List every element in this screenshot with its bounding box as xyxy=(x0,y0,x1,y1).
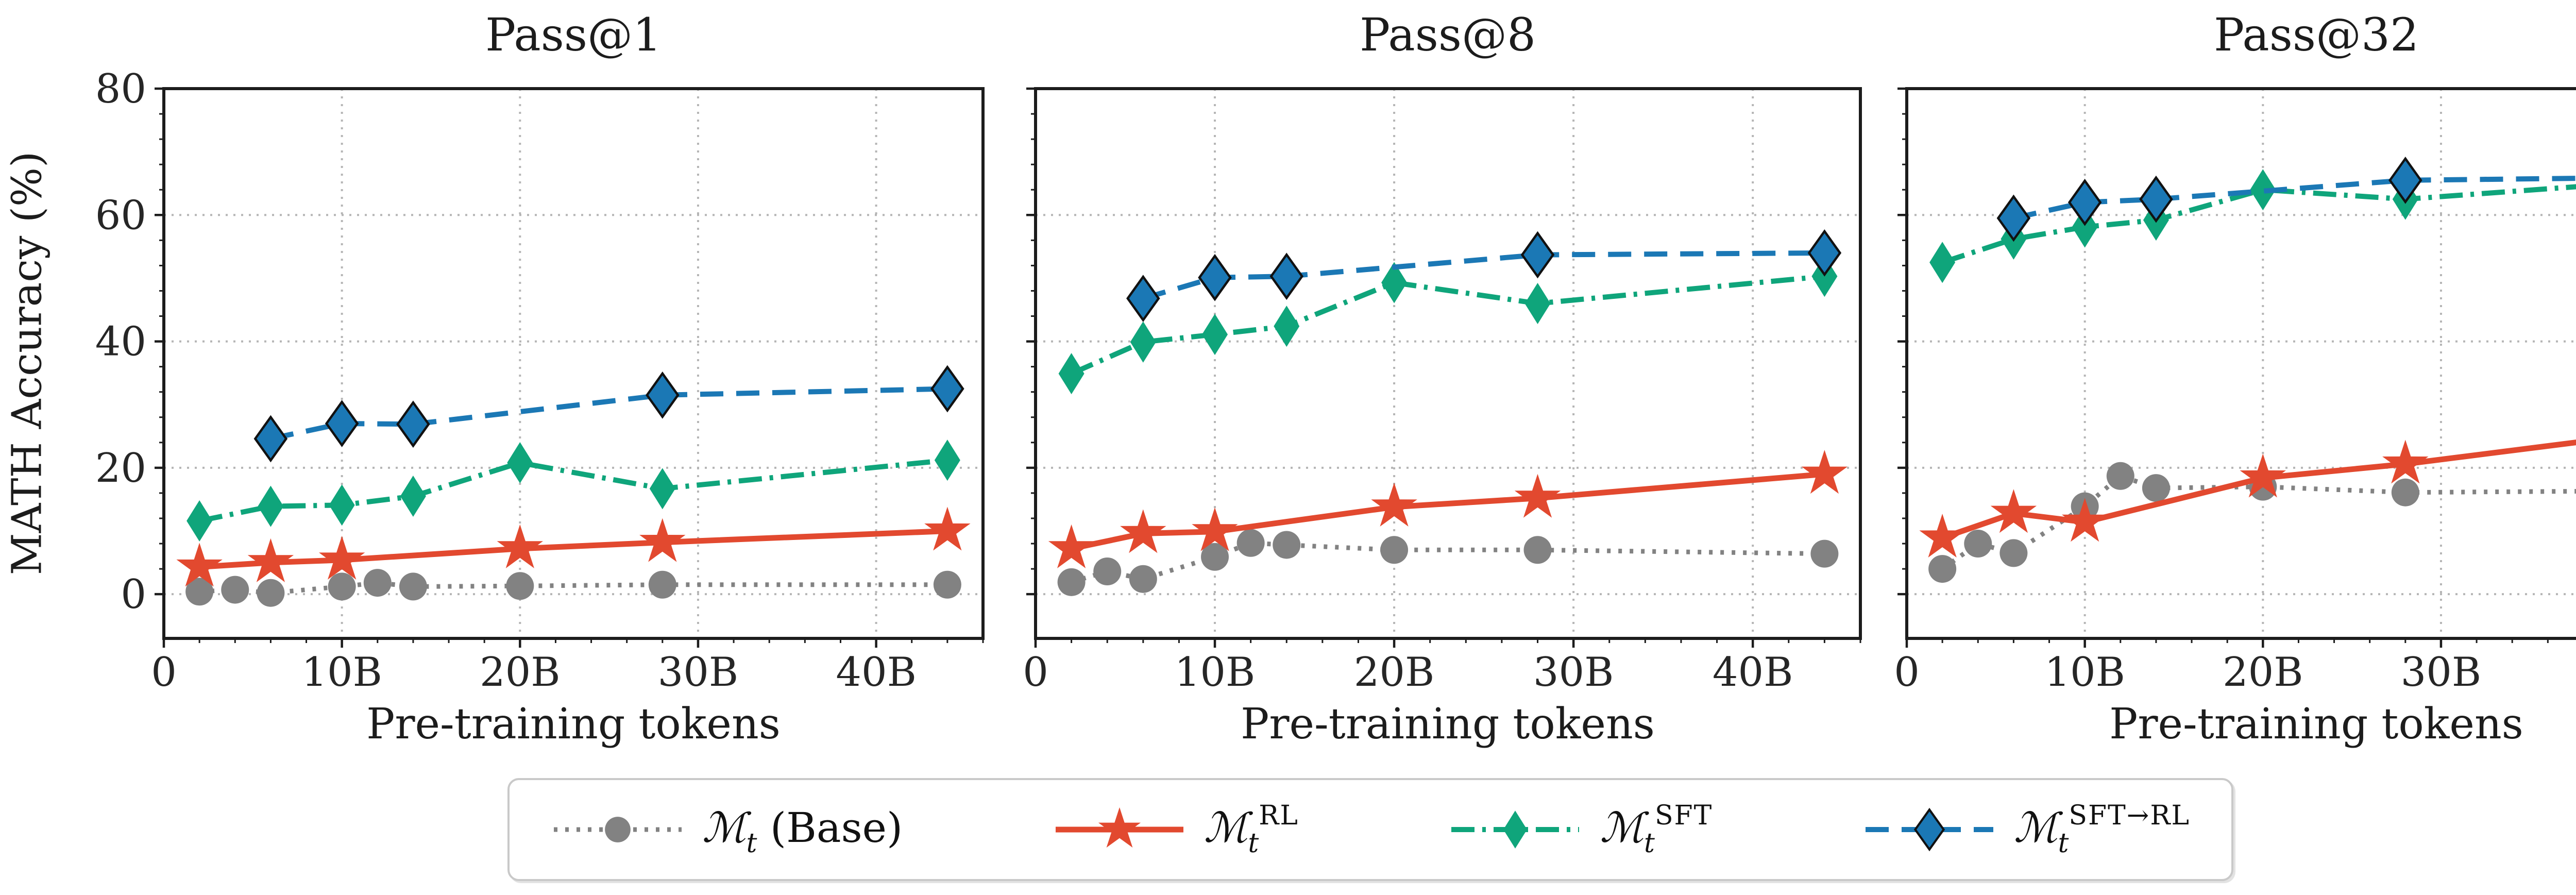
x-axis-label-pass1: Pre-training tokens xyxy=(366,700,781,749)
x-tick-label: 40B xyxy=(836,649,917,696)
y-axis-label: MATH Accuracy (%) xyxy=(3,151,51,576)
legend-entry-sft-rl: ℳtSFT→RL xyxy=(1862,800,2190,859)
x-tick-label: 10B xyxy=(1175,649,1256,696)
x-tick-label: 20B xyxy=(480,649,561,696)
legend-label-rl: ℳtRL xyxy=(1204,800,1299,859)
legend-label-base: ℳt (Base) xyxy=(702,804,903,859)
x-tick-label: 0 xyxy=(1894,649,1920,696)
x-tick-label: 40B xyxy=(1713,649,1793,696)
panel-title-pass1: Pass@1 xyxy=(485,8,662,61)
sft-line-marker-icon xyxy=(1451,810,1580,849)
x-tick-label: 0 xyxy=(151,649,177,696)
legend-entry-sft: ℳtSFT xyxy=(1448,800,1713,859)
x-axis-label-pass32: Pre-training tokens xyxy=(2109,700,2523,749)
plot-area-pass8: 0 10B 20B 30B 40B xyxy=(1023,87,1862,696)
panel-title-pass32: Pass@32 xyxy=(2213,8,2419,61)
legend: ℳt (Base) ℳtRL ℳtSFT ℳtSFT→RL xyxy=(507,778,2233,881)
x-tick-label: 20B xyxy=(1354,649,1435,696)
base-line-marker-icon xyxy=(554,817,682,842)
x-tick-label: 30B xyxy=(1533,649,1614,696)
x-tick-label: 20B xyxy=(2223,649,2303,696)
y-tick-label: 0 xyxy=(121,571,146,618)
y-tick-label: 80 xyxy=(95,66,146,112)
plot-area-pass1: 0 10B 20B 30B 40B 0 20 40 60 80 xyxy=(95,66,985,696)
legend-entry-base: ℳt (Base) xyxy=(551,800,903,859)
sft-rl-line-marker-icon xyxy=(1865,807,1993,852)
x-tick-label: 0 xyxy=(1023,649,1048,696)
legend-entry-rl: ℳtRL xyxy=(1053,800,1299,859)
x-tick-label: 30B xyxy=(2401,649,2482,696)
y-tick-label: 60 xyxy=(95,192,146,239)
x-tick-label: 30B xyxy=(658,649,739,696)
x-tick-label: 10B xyxy=(2044,649,2125,696)
x-tick-label: 10B xyxy=(301,649,382,696)
legend-label-sft-rl: ℳtSFT→RL xyxy=(2013,800,2190,859)
rl-line-marker-icon xyxy=(1055,807,1183,848)
panel-title-pass8: Pass@8 xyxy=(1359,8,1536,61)
y-tick-label: 40 xyxy=(95,319,146,365)
legend-label-sft: ℳtSFT xyxy=(1600,800,1713,859)
x-axis-label-pass8: Pre-training tokens xyxy=(1241,700,1655,749)
y-tick-label: 20 xyxy=(95,445,146,492)
